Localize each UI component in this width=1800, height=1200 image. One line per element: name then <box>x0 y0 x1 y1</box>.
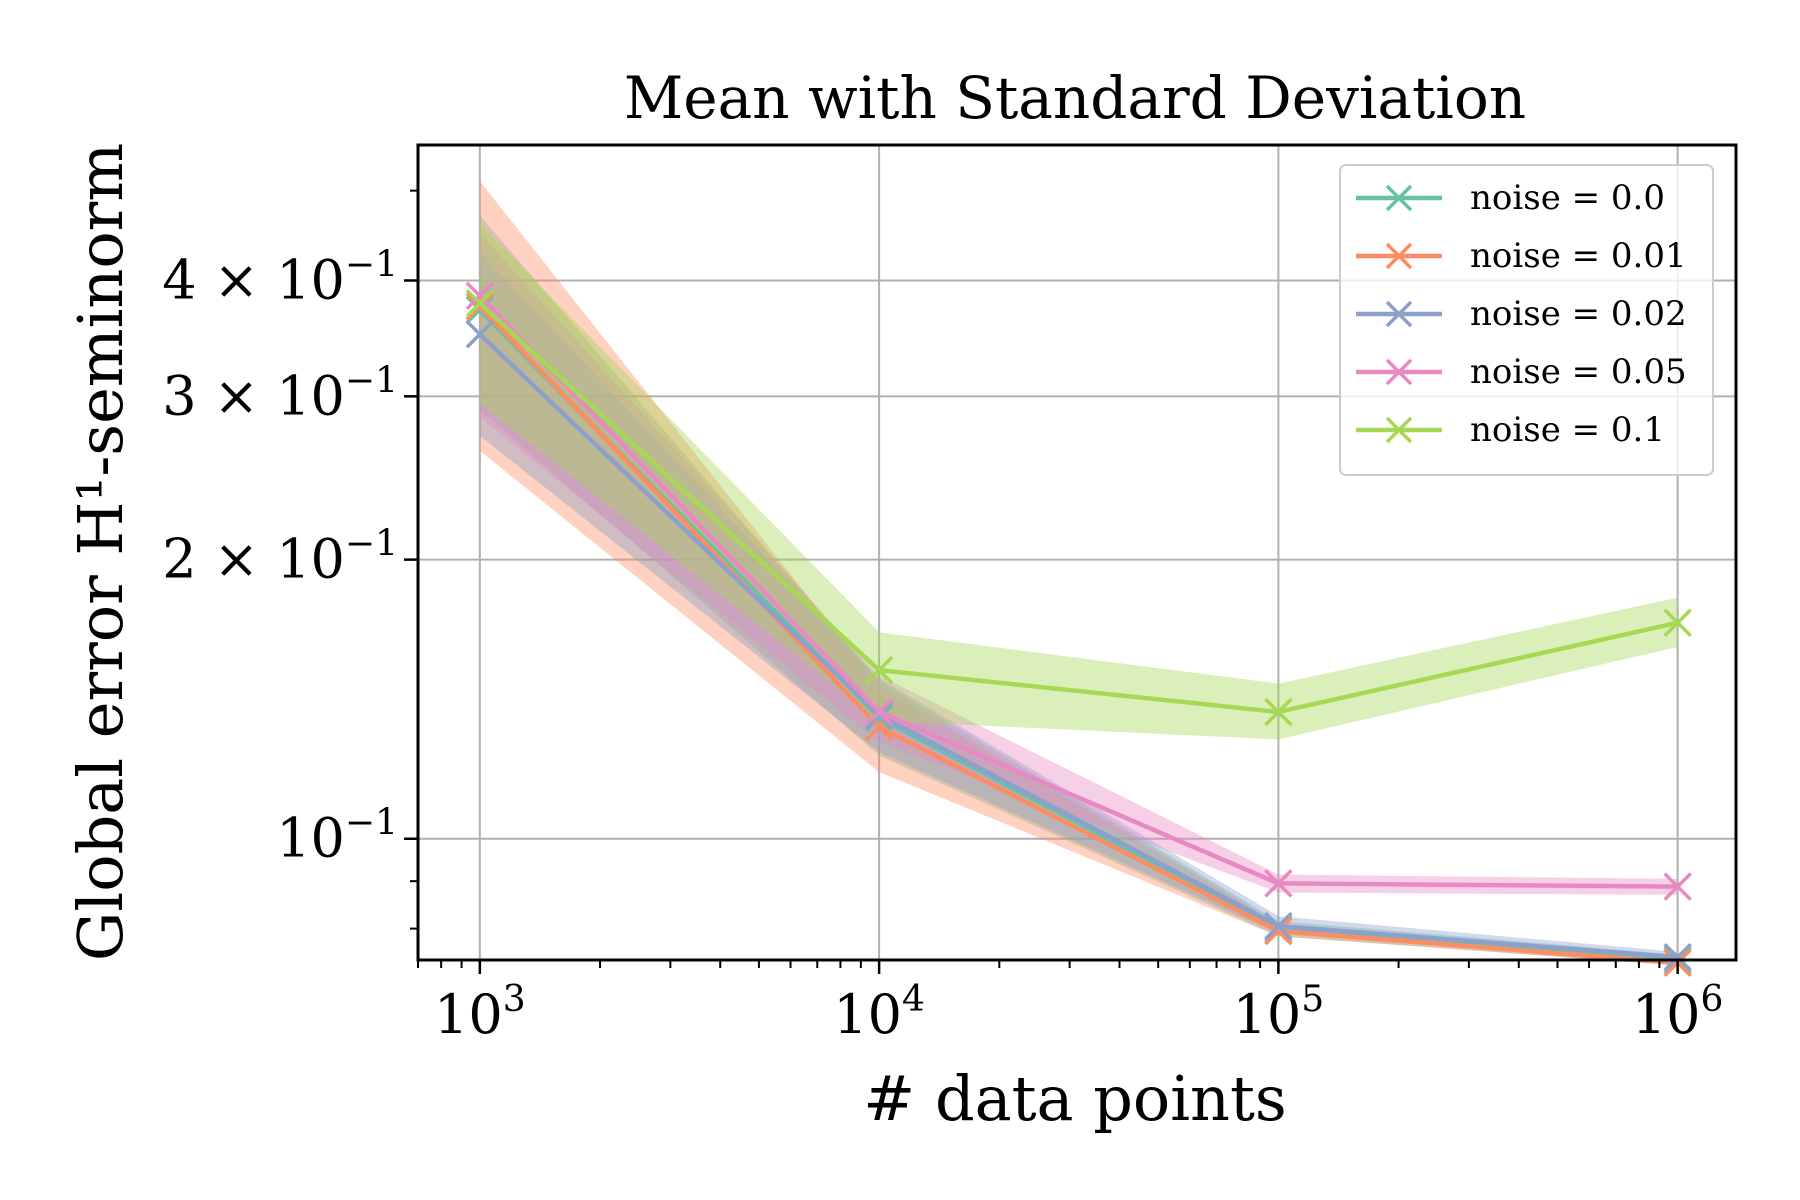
data-point <box>1663 943 1692 972</box>
series <box>465 289 1692 727</box>
y-tick-label: 3 × 10−1 <box>162 360 398 427</box>
data-point <box>465 320 495 349</box>
marker-stroke <box>864 697 894 727</box>
data-point <box>864 697 894 727</box>
std-band <box>479 215 1678 966</box>
series-line <box>478 301 1679 715</box>
plot-frame <box>416 143 1738 962</box>
x-tick-label: 103 <box>434 979 526 1046</box>
legend-item: noise = 0.02 <box>1356 294 1687 334</box>
y-tick-labels: 10−1 2 × 10−1 3 × 10−1 4 × 10−1 <box>162 244 398 869</box>
legend-item: noise = 0.01 <box>1356 236 1687 276</box>
data-point <box>465 289 495 318</box>
y-tick-label: 2 × 10−1 <box>162 524 398 591</box>
data-point <box>864 655 894 685</box>
data-point <box>864 700 894 730</box>
data-point <box>1264 911 1293 941</box>
x-tick-label: 105 <box>1233 979 1325 1046</box>
x-tick-label: 106 <box>1632 979 1724 1046</box>
marker-stroke <box>465 292 495 321</box>
series <box>465 281 1692 901</box>
marker-stroke <box>1264 869 1293 898</box>
marker-stroke <box>864 655 894 685</box>
std-band <box>479 181 1678 966</box>
marker-stroke <box>864 703 894 733</box>
marker-stroke <box>465 281 495 311</box>
data-point <box>1264 697 1293 727</box>
legend-label: noise = 0.02 <box>1470 294 1687 334</box>
y-tick-label: 4 × 10−1 <box>162 244 398 311</box>
data-point <box>1663 872 1692 901</box>
legend-marker <box>1385 358 1413 386</box>
marker-stroke <box>864 700 894 730</box>
legend-item: noise = 0.0 <box>1356 178 1665 218</box>
marker-stroke <box>1264 916 1293 946</box>
marker-stroke <box>1663 943 1692 972</box>
data-point <box>1663 608 1692 637</box>
x-axis-label: # data points <box>863 1062 1286 1135</box>
legend: noise = 0.0 noise = 0.01 noise = 0.02 noise… <box>1339 164 1714 476</box>
legend-item: noise = 0.05 <box>1356 352 1687 392</box>
data-point <box>465 292 495 321</box>
legend-marker <box>1385 184 1413 212</box>
marker-stroke <box>1264 697 1293 727</box>
legend-item: noise = 0.1 <box>1356 410 1665 450</box>
legend-label: noise = 0.01 <box>1470 236 1687 276</box>
series-line <box>478 294 1678 889</box>
series-line <box>478 332 1678 960</box>
legend-marker <box>1385 300 1413 328</box>
axis-ticks <box>404 189 1679 974</box>
legend-label: noise = 0.05 <box>1470 352 1687 392</box>
x-tick-label: 104 <box>833 979 925 1046</box>
legend-box <box>1339 164 1714 476</box>
series <box>465 320 1692 972</box>
legend-marker <box>1385 242 1413 270</box>
y-tick-label: 10−1 <box>276 803 398 870</box>
marker-stroke <box>1663 608 1692 637</box>
chart-title: Mean with Standard Deviation <box>624 64 1526 132</box>
x-tick-labels: 103 104 105 106 <box>434 979 1723 1046</box>
series-line <box>478 304 1678 965</box>
marker-stroke <box>465 320 495 349</box>
legend-label: noise = 0.1 <box>1470 410 1665 450</box>
series-lines <box>465 281 1692 977</box>
marker-stroke <box>1663 872 1692 901</box>
legend-marker <box>1385 416 1413 444</box>
marker-stroke <box>1264 911 1293 941</box>
y-axis-label: Global error H¹-seminorm <box>64 143 137 961</box>
data-point <box>465 281 495 311</box>
data-point <box>1264 869 1293 898</box>
legend-label: noise = 0.0 <box>1470 178 1665 218</box>
marker-stroke <box>465 289 495 318</box>
